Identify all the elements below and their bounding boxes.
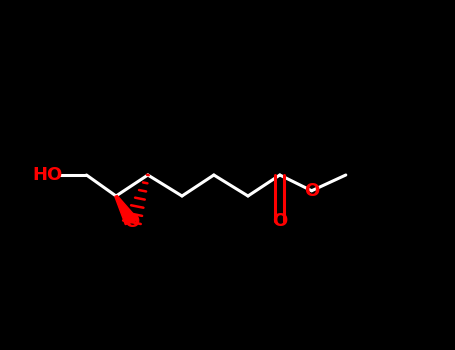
Text: O: O [124, 213, 140, 231]
Polygon shape [115, 196, 138, 225]
Text: HO: HO [33, 166, 63, 184]
Text: O: O [304, 182, 319, 200]
Text: O: O [272, 212, 288, 230]
